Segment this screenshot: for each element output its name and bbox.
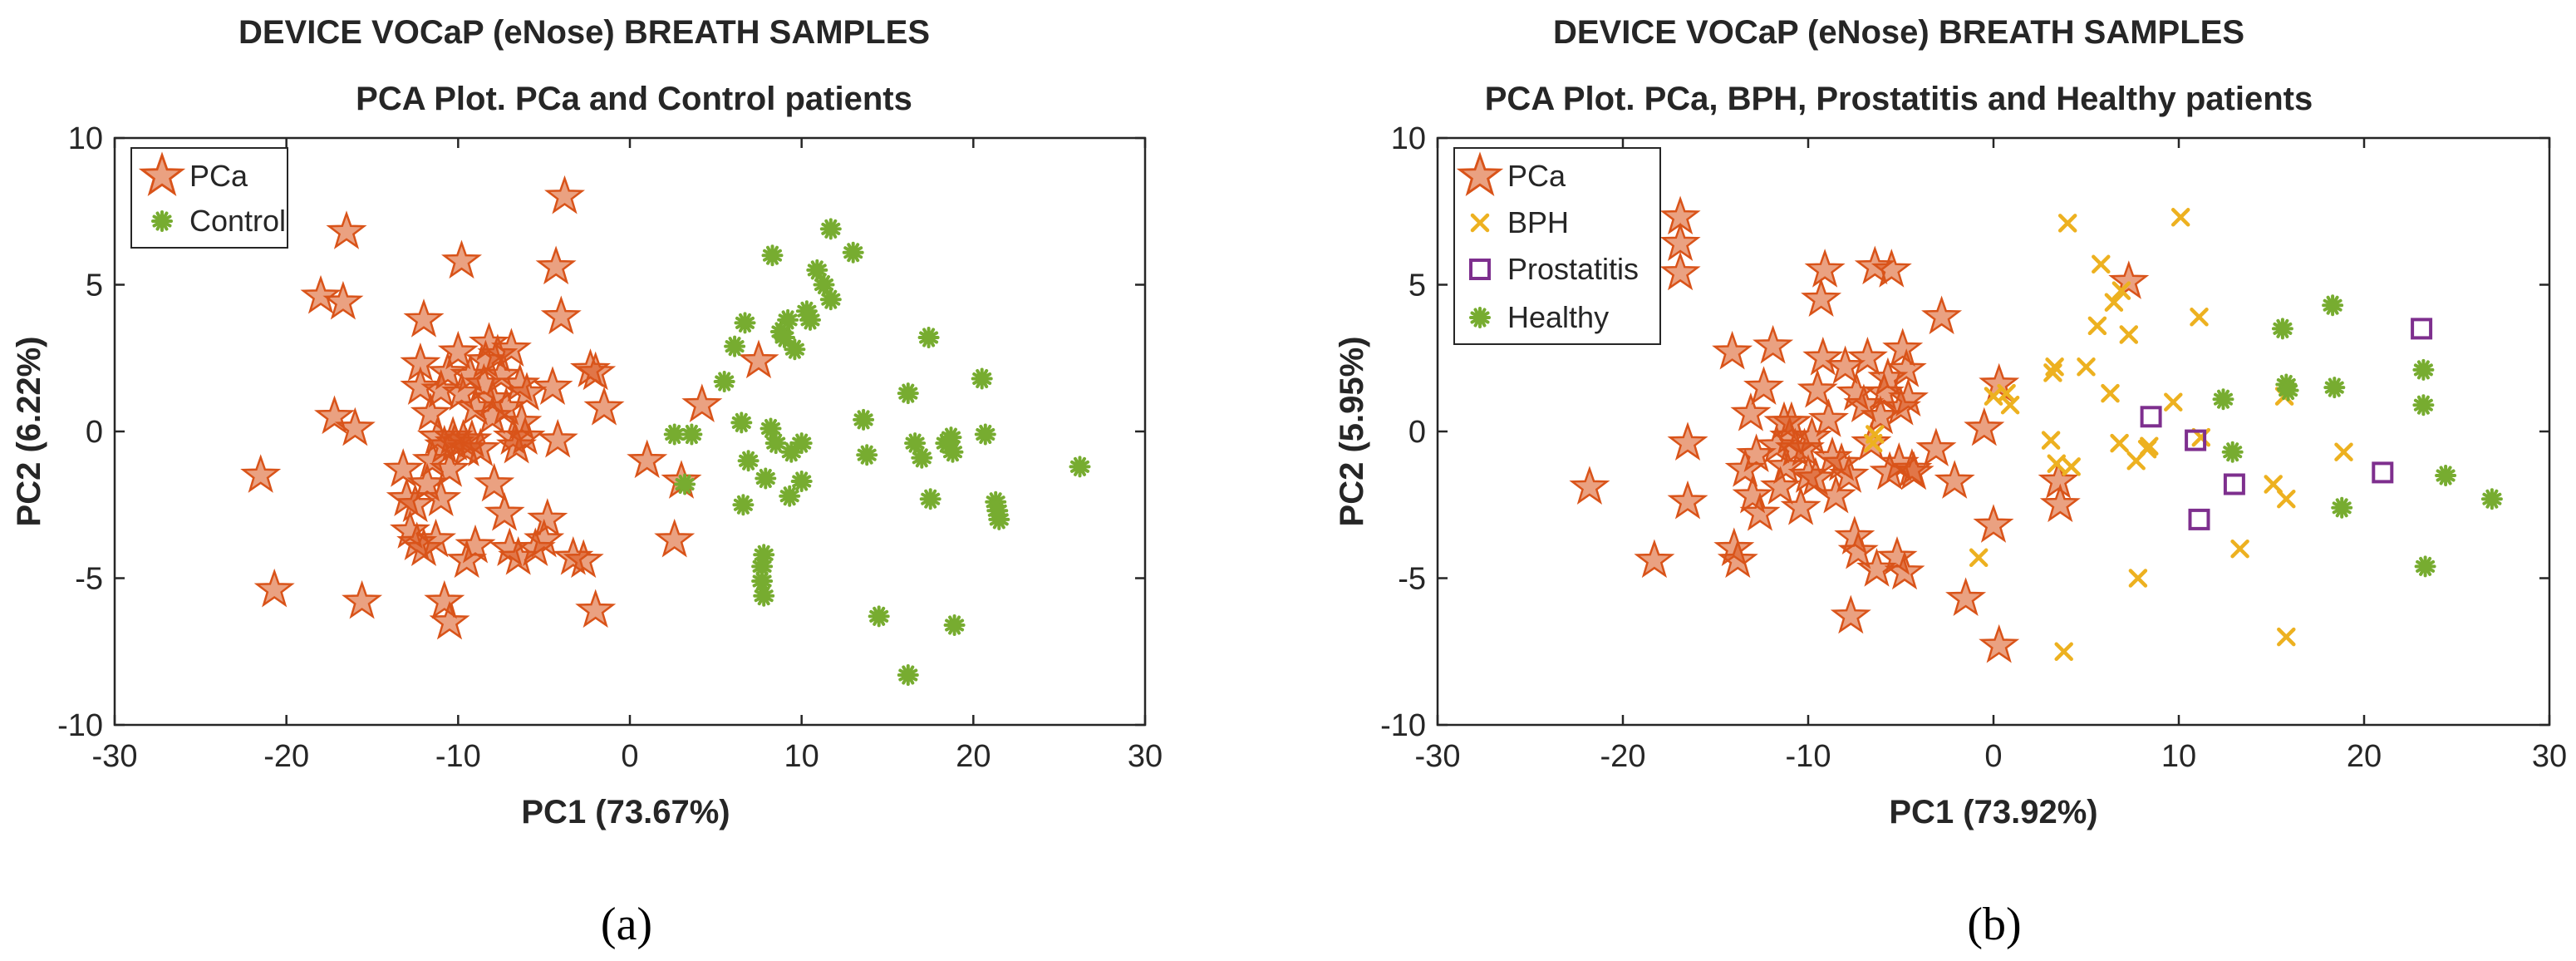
x-tick-label: -20 (1600, 739, 1646, 774)
panel-a-y-axis-label: PC2 (6.22%) (11, 337, 47, 527)
y-tick-label: 0 (86, 415, 103, 450)
x-tick-label: 20 (956, 739, 991, 774)
panel-b-title-line1: DEVICE VOCaP (eNose) BREATH SAMPLES (1553, 14, 2244, 51)
x-tick-label: -10 (435, 739, 481, 774)
panel-b-legend-label-pca: PCa (1507, 159, 1566, 193)
panel-b-y-axis-label: PC2 (5.95%) (1334, 337, 1370, 527)
x-tick-label: -30 (1415, 739, 1461, 774)
panel-a-chart: DEVICE VOCaP (eNose) BREATH SAMPLES PCA … (11, 14, 1163, 950)
panel-a-title-line1: DEVICE VOCaP (eNose) BREATH SAMPLES (238, 14, 930, 51)
x-tick-label: 30 (2532, 739, 2567, 774)
panel-a-x-axis-label: PC1 (73.67%) (521, 794, 730, 830)
panel-b-title-line2: PCA Plot. PCa, BPH, Prostatitis and Heal… (1485, 81, 2313, 117)
x-tick-label: 30 (1128, 739, 1163, 774)
x-tick-label: 20 (2347, 739, 2382, 774)
panel-b-ticks: -30 -20 -10 0 10 20 30 -10 -5 0 5 10 (1380, 121, 2567, 774)
panel-b-chart: DEVICE VOCaP (eNose) BREATH SAMPLES PCA … (1334, 14, 2567, 950)
y-tick-label: 5 (86, 269, 103, 303)
y-tick-label: 10 (68, 121, 103, 156)
panel-a-legend-label-pca: PCa (189, 159, 248, 193)
panel-b-caption: (b) (1967, 899, 2021, 950)
panel-b-legend-label-bph: BPH (1507, 205, 1569, 239)
panel-b-legend: PCa BPH Prostatitis Healthy (1453, 147, 1661, 345)
x-tick-label: -10 (1786, 739, 1831, 774)
panel-a-title-line2: PCA Plot. PCa and Control patients (356, 81, 912, 117)
x-tick-label: 10 (784, 739, 819, 774)
panel-b-x-axis-label: PC1 (73.92%) (1889, 794, 2097, 830)
panel-b-legend-label-prostatitis: Prostatitis (1507, 252, 1639, 286)
panel-a-legend-box (130, 147, 288, 249)
y-tick-label: 5 (1408, 269, 1426, 303)
x-tick-label: 0 (621, 739, 638, 774)
y-tick-label: 10 (1391, 121, 1426, 156)
panel-a-legend: PCa Control (130, 147, 288, 249)
panel-a-caption: (a) (601, 899, 652, 950)
y-tick-label: 0 (1408, 415, 1426, 450)
x-tick-label: -20 (263, 739, 309, 774)
panel-b-legend-label-healthy: Healthy (1507, 300, 1609, 334)
y-tick-label: -5 (1398, 562, 1426, 597)
x-tick-label: 0 (1984, 739, 2002, 774)
y-tick-label: -5 (75, 562, 103, 597)
panel-a-ticks: -30 -20 -10 0 10 20 30 -10 -5 0 5 10 (57, 121, 1163, 774)
y-tick-label: -10 (57, 708, 103, 743)
x-tick-label: 10 (2161, 739, 2196, 774)
panel-a-legend-label-control: Control (189, 204, 286, 238)
x-tick-label: -30 (92, 739, 138, 774)
y-tick-label: -10 (1380, 708, 1426, 743)
